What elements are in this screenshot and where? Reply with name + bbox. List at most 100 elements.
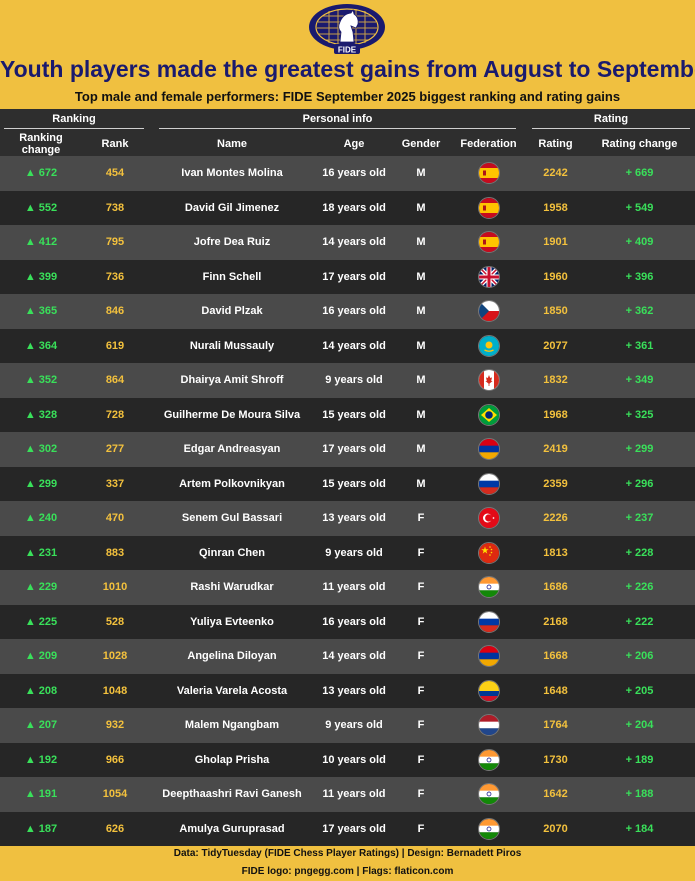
canada-flag-icon — [477, 369, 500, 392]
column-header-name: Name — [148, 132, 316, 156]
rating-cell: 2168 — [527, 604, 584, 639]
rating-cell: 2419 — [527, 432, 584, 467]
name-cell: Malem Ngangbam — [148, 708, 316, 743]
ranking-change-cell: ▲ 352 — [0, 363, 82, 398]
rank-cell: 932 — [82, 708, 148, 743]
table-row: ▲ 225 528 Yuliya Evteenko 16 years old F 2168… — [0, 604, 695, 639]
table-row: ▲ 364 619 Nurali Mussauly 14 years old M 2077… — [0, 328, 695, 363]
name-cell: Deepthaashri Ravi Ganesh — [148, 777, 316, 812]
russia-flag-icon — [477, 472, 500, 495]
table-row: ▲ 208 1048 Valeria Varela Acosta 13 years o… — [0, 673, 695, 708]
column-header-rating: Rating — [527, 132, 584, 156]
rating-change-cell: + 188 — [584, 777, 695, 812]
armenia-flag-icon — [477, 438, 500, 461]
india-flag-icon — [477, 783, 500, 806]
age-cell: 10 years old — [316, 742, 392, 777]
table-row: ▲ 352 864 Dhairya Amit Shroff 9 years old M 1… — [0, 363, 695, 398]
federation-cell — [450, 156, 527, 191]
fide-logo: FIDE — [309, 4, 385, 55]
name-cell: Rashi Warudkar — [148, 570, 316, 605]
federation-cell — [450, 570, 527, 605]
rank-cell: 736 — [82, 259, 148, 294]
spain-flag-icon — [477, 162, 500, 185]
rating-cell: 2226 — [527, 501, 584, 536]
age-cell: 17 years old — [316, 811, 392, 846]
table-row: ▲ 209 1028 Angelina Diloyan 14 years old F 16… — [0, 639, 695, 674]
rating-change-cell: + 205 — [584, 673, 695, 708]
ranking-change-cell: ▲ 364 — [0, 328, 82, 363]
rating-change-cell: + 204 — [584, 708, 695, 743]
name-cell: Amulya Guruprasad — [148, 811, 316, 846]
federation-cell — [450, 673, 527, 708]
federation-cell — [450, 190, 527, 225]
gender-cell: F — [392, 708, 450, 743]
rating-change-cell: + 226 — [584, 570, 695, 605]
rating-change-cell: + 362 — [584, 294, 695, 329]
rating-change-cell: + 296 — [584, 466, 695, 501]
gender-cell: F — [392, 673, 450, 708]
rank-cell: 883 — [82, 535, 148, 570]
column-header-rank: Rank — [82, 132, 148, 156]
table-row: ▲ 207 932 Malem Ngangbam 9 years old F 1764 + … — [0, 708, 695, 743]
colombia-flag-icon — [477, 679, 500, 702]
rating-cell: 2242 — [527, 156, 584, 191]
rating-cell: 1901 — [527, 225, 584, 260]
gender-cell: F — [392, 570, 450, 605]
rank-cell: 454 — [82, 156, 148, 191]
ranking-change-cell: ▲ 187 — [0, 811, 82, 846]
gender-cell: F — [392, 501, 450, 536]
rank-cell: 728 — [82, 397, 148, 432]
age-cell: 17 years old — [316, 432, 392, 467]
table-row: ▲ 231 883 Qinran Chen 9 years old F 1813 + 228 — [0, 535, 695, 570]
federation-cell — [450, 363, 527, 398]
age-cell: 18 years old — [316, 190, 392, 225]
column-header-row: Ranking change Rank Name Age Gender Fede… — [0, 132, 695, 156]
table-row: ▲ 240 470 Senem Gul Bassari 13 years old F 22… — [0, 501, 695, 536]
rank-cell: 795 — [82, 225, 148, 260]
federation-cell — [450, 639, 527, 674]
spain-flag-icon — [477, 231, 500, 254]
brazil-flag-icon — [477, 403, 500, 426]
column-header-federation: Federation — [450, 132, 527, 156]
name-cell: Guilherme De Moura Silva — [148, 397, 316, 432]
gender-cell: M — [392, 190, 450, 225]
rating-cell: 2359 — [527, 466, 584, 501]
ranking-change-cell: ▲ 365 — [0, 294, 82, 329]
gender-cell: M — [392, 397, 450, 432]
age-cell: 9 years old — [316, 708, 392, 743]
footer: Data: TidyTuesday (FIDE Chess Player Rat… — [0, 845, 695, 881]
gender-cell: F — [392, 742, 450, 777]
page-title: Youth players made the greatest gains fr… — [0, 56, 695, 82]
rating-cell: 1832 — [527, 363, 584, 398]
rank-cell: 1054 — [82, 777, 148, 812]
group-header-rating: Rating — [527, 109, 695, 132]
rank-cell: 277 — [82, 432, 148, 467]
name-cell: Yuliya Evteenko — [148, 604, 316, 639]
rating-cell: 1764 — [527, 708, 584, 743]
table-row: ▲ 672 454 Ivan Montes Molina 16 years old M 2… — [0, 156, 695, 191]
federation-cell — [450, 466, 527, 501]
rating-change-cell: + 237 — [584, 501, 695, 536]
rating-cell: 1668 — [527, 639, 584, 674]
rating-change-cell: + 228 — [584, 535, 695, 570]
federation-cell — [450, 535, 527, 570]
federation-cell — [450, 777, 527, 812]
column-group-row: Ranking Personal info Rating — [0, 109, 695, 132]
footer-credits-data: Data: TidyTuesday (FIDE Chess Player Rat… — [173, 848, 522, 859]
age-cell: 16 years old — [316, 294, 392, 329]
rank-cell: 1010 — [82, 570, 148, 605]
age-cell: 11 years old — [316, 777, 392, 812]
federation-cell — [450, 604, 527, 639]
gender-cell: F — [392, 811, 450, 846]
india-flag-icon — [477, 748, 500, 771]
name-cell: David Plzak — [148, 294, 316, 329]
ranking-change-cell: ▲ 229 — [0, 570, 82, 605]
ranking-change-cell: ▲ 207 — [0, 708, 82, 743]
age-cell: 15 years old — [316, 397, 392, 432]
gender-cell: F — [392, 777, 450, 812]
ranking-change-cell: ▲ 240 — [0, 501, 82, 536]
rating-cell: 1968 — [527, 397, 584, 432]
gender-cell: M — [392, 156, 450, 191]
turkey-flag-icon — [477, 507, 500, 530]
ranking-change-cell: ▲ 299 — [0, 466, 82, 501]
